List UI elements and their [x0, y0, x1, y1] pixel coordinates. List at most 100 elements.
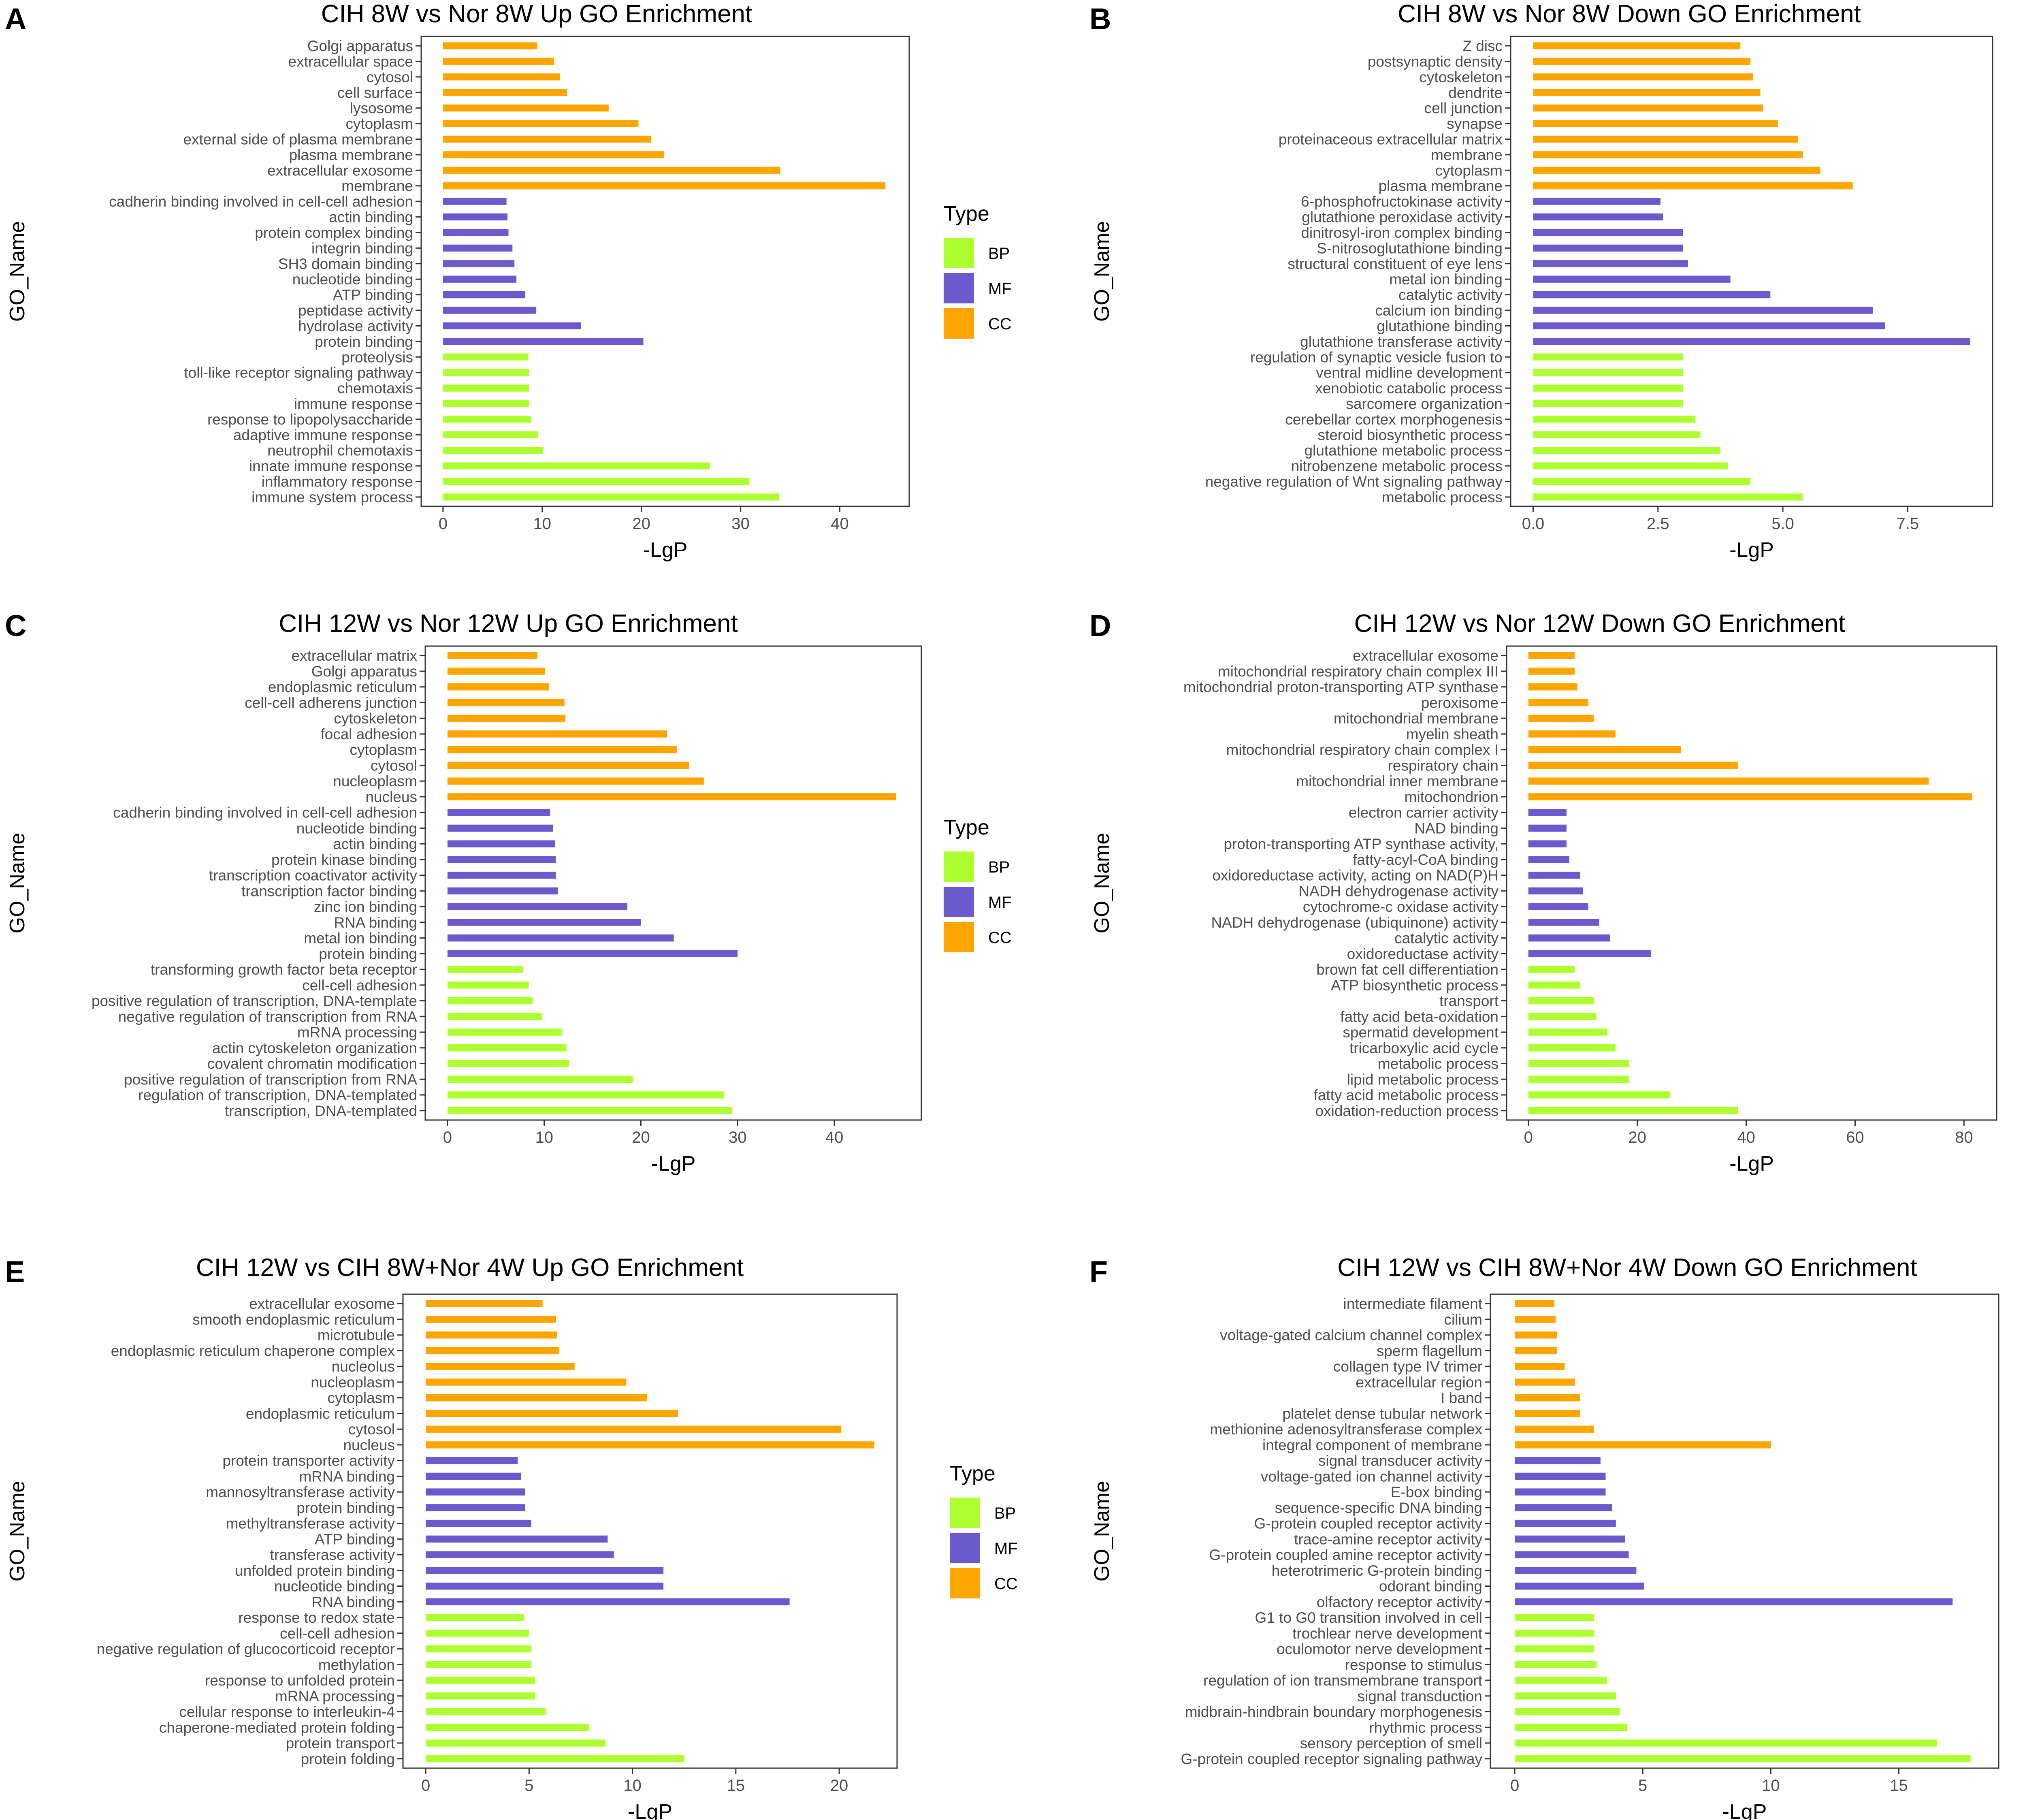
panel-d-category-label: NADH dehydrogenase (ubiquinone) activity — [1211, 914, 1498, 931]
panel-c-category-label: Golgi apparatus — [311, 663, 417, 680]
panel-a-bar — [443, 73, 560, 81]
panel-d-category-label: transport — [1439, 993, 1499, 1009]
panel-d-bar — [1528, 668, 1575, 675]
panel-b-category-label: catalytic activity — [1398, 287, 1503, 303]
panel-b-category-label: glutathione transferase activity — [1300, 333, 1503, 350]
panel-c-category-label: metal ion binding — [304, 930, 417, 947]
panel-e-bar — [426, 1316, 556, 1323]
panel-a-category-label: protein complex binding — [255, 224, 413, 241]
panel-d-category-label: spermatid development — [1343, 1024, 1498, 1041]
panel-a-x-tick-label: 20 — [632, 515, 650, 533]
panel-b-bar — [1533, 447, 1720, 454]
panel-c-bar — [447, 683, 549, 691]
panel-f-bar — [1515, 1630, 1594, 1637]
panel-e-bar — [426, 1567, 664, 1574]
panel-a-bar — [443, 478, 750, 485]
panel-f-category-label: midbrain-hindbrain boundary morphogenesi… — [1185, 1704, 1482, 1720]
panel-b-x-axis-label: -LgP — [1729, 538, 1774, 562]
panel-c-bar — [447, 793, 896, 800]
panel-f-bar — [1515, 1363, 1565, 1370]
panel-f-category-label: sperm flagellum — [1377, 1342, 1482, 1359]
panel-e-bar — [426, 1378, 627, 1386]
panel-c-x-axis-label: -LgP — [651, 1152, 696, 1176]
panel-f-category-label: olfactory receptor activity — [1317, 1594, 1483, 1610]
panel-e-category-label: transferase activity — [270, 1547, 395, 1563]
panel-e-bar — [426, 1708, 546, 1715]
panel-d-y-axis-label: GO_Name — [1090, 833, 1114, 934]
panel-f-bar — [1515, 1331, 1557, 1339]
panel-e-bar — [426, 1598, 790, 1606]
panel-a-category-label: immune system process — [252, 489, 413, 506]
panel-a-bar — [443, 462, 710, 469]
panel-c-category-label: regulation of transcription, DNA-templat… — [138, 1087, 417, 1103]
panel-f-category-label: extracellular region — [1356, 1374, 1482, 1391]
panel-c-category-label: extracellular matrix — [292, 647, 418, 664]
panel-b-category-label: steroid biosynthetic process — [1317, 427, 1503, 443]
panel-a-bar — [443, 42, 537, 49]
panel-f-y-axis-label: GO_Name — [1090, 1481, 1114, 1582]
panel-b-bar — [1533, 431, 1701, 438]
panel-e-category-label: protein folding — [301, 1751, 395, 1767]
panel-f-plot-frame — [1490, 1293, 1999, 1769]
panel-f-bar — [1515, 1692, 1616, 1700]
panel-e-bar — [426, 1457, 518, 1464]
panel-e-bar — [426, 1724, 589, 1731]
panel-a-category-label: chemotaxis — [337, 380, 413, 397]
panel-e-bar — [426, 1472, 521, 1480]
panel-b-category-label: cerebellar cortex morphogenesis — [1285, 411, 1503, 428]
panel-d-x-axis-label: -LgP — [1729, 1152, 1774, 1176]
panel-d-bar — [1528, 840, 1567, 847]
panel-a-bar — [443, 213, 508, 221]
panel-e-bar — [426, 1755, 684, 1762]
panel-d-bar — [1528, 777, 1929, 785]
panel-f-category-label: sequence-specific DNA binding — [1275, 1500, 1482, 1516]
panel-d-title: CIH 12W vs Nor 12W Down GO Enrichment — [1354, 610, 1846, 638]
panel-f-bar — [1515, 1441, 1771, 1449]
panel-f-bar — [1515, 1708, 1620, 1715]
panel-f-category-label: collagen type IV trimer — [1333, 1358, 1482, 1375]
panel-e-x-tick-label: 15 — [727, 1777, 745, 1794]
panel-d-bar — [1528, 1044, 1616, 1052]
panel-b-category-label: dinitrosyl-iron complex binding — [1301, 224, 1503, 241]
panel-a-category-label: proteolysis — [341, 349, 413, 365]
panel-c-category-label: endoplasmic reticulum — [268, 679, 417, 696]
panel-e-category-label: response to redox state — [238, 1609, 395, 1626]
panel-a-category-label: toll-like receptor signaling pathway — [184, 365, 413, 381]
panel-b-category-label: synapse — [1447, 115, 1503, 132]
panel-a-category-label: nucleotide binding — [292, 271, 413, 288]
panel-f-category-label: signal transducer activity — [1318, 1453, 1483, 1469]
panel-c-x-tick-label: 10 — [535, 1129, 553, 1146]
panel-c-category-label: cytosol — [371, 757, 417, 774]
panel-c-bar — [447, 840, 555, 847]
panel-c-category-label: negative regulation of transcription fro… — [118, 1008, 418, 1025]
panel-a-category-label: innate immune response — [249, 458, 413, 474]
panel-a-category-label: integrin binding — [311, 240, 413, 256]
panel-e-legend-label-cc: CC — [994, 1575, 1018, 1593]
panel-a-legend-key-cc — [944, 308, 974, 339]
panel-c-category-label: cell-cell adhesion — [302, 977, 417, 994]
panel-c-category-label: transcription, DNA-templated — [225, 1103, 417, 1119]
panel-a-category-label: Golgi apparatus — [307, 38, 413, 54]
panel-f-x-tick-label: 5 — [1638, 1777, 1647, 1794]
panel-f-category-label: intermediate filament — [1343, 1295, 1483, 1312]
panel-e-x-tick-label: 10 — [623, 1777, 642, 1794]
panel-f-bar — [1515, 1347, 1557, 1355]
panel-d-bar — [1528, 887, 1583, 895]
panel-f-bar — [1515, 1394, 1580, 1402]
panel-f-category-label: sensory perception of smell — [1300, 1735, 1482, 1752]
panel-c-legend-label-bp: BP — [988, 858, 1010, 876]
panel-a-legend-label-cc: CC — [988, 315, 1012, 333]
panel-c-bar — [447, 950, 738, 958]
panel-c-legend-key-mf — [944, 887, 974, 917]
panel-b-bar — [1533, 182, 1853, 190]
panel-d-bar — [1528, 1075, 1629, 1083]
panel-e-category-label: microtubule — [318, 1327, 395, 1344]
panel-d-category-label: mitochondrial respiratory chain complex … — [1218, 663, 1498, 680]
panel-f-bar — [1515, 1598, 1953, 1606]
panel-f-bar — [1515, 1535, 1625, 1543]
panel-f-bar — [1515, 1755, 1971, 1762]
panel-c-category-label: nucleotide binding — [296, 820, 417, 836]
panel-f-bar — [1515, 1661, 1597, 1669]
panel-d-bar — [1528, 683, 1577, 691]
